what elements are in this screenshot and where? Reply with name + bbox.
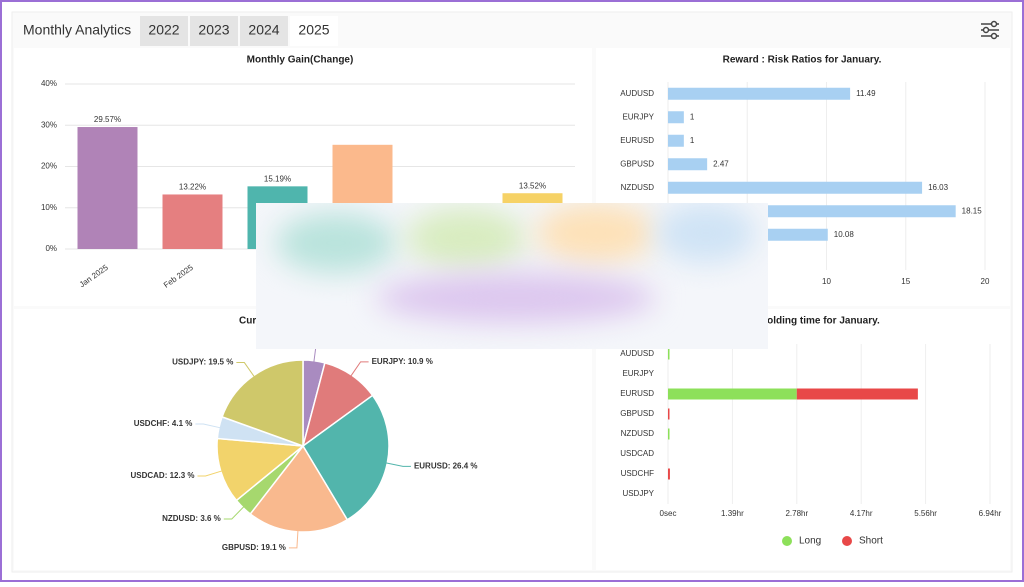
y-tick-label: EURUSD	[620, 389, 654, 398]
legend-label[interactable]: Short	[859, 536, 883, 547]
tab-label[interactable]: 2023	[198, 22, 229, 38]
chart-title: Reward : Risk Ratios for January.	[723, 55, 882, 66]
x-tick-label: 10	[822, 277, 831, 286]
tab-label[interactable]: 2024	[248, 22, 279, 38]
data-label: USDCAD: 12.3 %	[130, 471, 194, 480]
chart-title: Curren	[239, 316, 272, 327]
x-tick-label: 5.56hr	[914, 509, 937, 518]
data-label: 1	[690, 136, 695, 145]
bar-segment	[796, 388, 918, 400]
y-tick-label: AUDUSD	[620, 89, 654, 98]
data-label: 13.52%	[519, 181, 546, 190]
data-label: 10.08	[834, 230, 855, 239]
data-label: 2.47	[713, 159, 729, 168]
leader-line	[350, 361, 369, 377]
leader-line	[236, 362, 256, 378]
data-label: 15.19%	[264, 174, 291, 183]
y-tick-label: GBPUSD	[620, 409, 654, 418]
tab[interactable]	[140, 16, 188, 46]
tab-label[interactable]: 2022	[148, 22, 179, 38]
legend-marker[interactable]	[782, 536, 792, 546]
tab[interactable]	[190, 16, 238, 46]
x-tick-label: 15	[901, 277, 910, 286]
data-label: NZDUSD: 3.6 %	[162, 514, 221, 523]
y-tick-label: EURJPY	[622, 112, 654, 121]
blurred-overlay	[256, 203, 768, 349]
data-label: 16.03	[928, 183, 949, 192]
data-label: 1	[690, 112, 695, 121]
y-tick-label: USDJPY	[622, 489, 654, 498]
bar-segment	[668, 388, 797, 400]
data-label: EURUSD: 26.4 %	[414, 461, 478, 470]
tab-label[interactable]: 2025	[298, 22, 329, 38]
y-tick-label: NZDUSD	[621, 429, 655, 438]
y-tick-label: 20%	[41, 162, 57, 171]
bar	[668, 158, 708, 171]
y-tick-label: GBPUSD	[620, 159, 654, 168]
bar	[162, 194, 223, 249]
x-tick-label: 6.94hr	[979, 509, 1002, 518]
y-tick-label: EURJPY	[622, 369, 654, 378]
x-tick-label: 0sec	[660, 509, 677, 518]
y-tick-label: 10%	[41, 203, 57, 212]
leader-line	[385, 462, 411, 467]
data-label: 13.22%	[179, 183, 206, 192]
data-label: 11.49	[856, 89, 876, 98]
bar	[668, 87, 851, 100]
y-tick-label: USDCHF	[621, 469, 654, 478]
tab[interactable]	[290, 16, 338, 46]
y-tick-label: 40%	[41, 79, 57, 88]
data-label: USDCHF: 4.1 %	[134, 419, 193, 428]
legend-label[interactable]: Long	[799, 536, 821, 547]
header-title: Monthly Analytics	[23, 22, 131, 38]
data-label: 18.15	[962, 206, 983, 215]
y-tick-label: NZDUSD	[621, 183, 655, 192]
bar-segment	[668, 408, 670, 420]
bar-segment	[668, 468, 670, 480]
bar-segment	[668, 428, 670, 440]
legend-marker[interactable]	[842, 536, 852, 546]
y-tick-label: 0%	[45, 244, 57, 253]
y-tick-label: EURUSD	[620, 136, 654, 145]
chart-title: Monthly Gain(Change)	[247, 55, 354, 66]
data-label: 29.57%	[94, 115, 121, 124]
bar-segment	[668, 348, 670, 360]
y-tick-label: AUDUSD	[620, 349, 654, 358]
leader-line	[195, 423, 222, 429]
data-label: GBPUSD: 19.1 %	[222, 543, 286, 552]
bar	[668, 111, 684, 124]
x-tick-label: 4.17hr	[850, 509, 873, 518]
leader-line	[288, 529, 299, 549]
y-tick-label: USDCAD	[620, 449, 654, 458]
filter-icon[interactable]	[981, 20, 999, 40]
y-tick-label: 30%	[41, 120, 57, 129]
x-tick-label: 2.78hr	[785, 509, 808, 518]
x-tick-label: 20	[981, 277, 990, 286]
bar	[668, 134, 684, 147]
data-label: EURJPY: 10.9 %	[372, 357, 433, 366]
tab[interactable]	[240, 16, 288, 46]
leader-line	[223, 505, 245, 520]
bar	[77, 127, 138, 249]
x-tick-label: 1.39hr	[721, 509, 744, 518]
card	[596, 309, 1010, 570]
bar	[668, 181, 923, 194]
leader-line	[197, 470, 223, 477]
data-label: USDJPY: 19.5 %	[172, 358, 233, 367]
chart-title: holding time for January.	[761, 316, 880, 327]
